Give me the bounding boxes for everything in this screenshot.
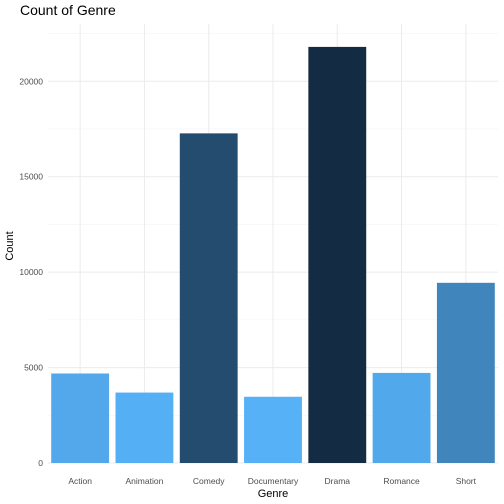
bar-action xyxy=(51,373,110,463)
bar-comedy xyxy=(179,133,238,463)
y-tick-label: 15000 xyxy=(19,172,43,182)
bar-drama xyxy=(308,46,367,463)
y-tick-label: 10000 xyxy=(19,267,43,277)
bar-animation xyxy=(115,392,174,463)
y-tick-label: 0 xyxy=(38,458,43,468)
y-tick-label: 5000 xyxy=(24,363,43,373)
y-axis-ticks: 0 5000 10000 15000 20000 xyxy=(19,76,43,468)
bar-documentary xyxy=(244,396,302,463)
x-axis-ticks: Action Animation Comedy Documentary Drama Rom… xyxy=(68,476,476,486)
bars xyxy=(51,46,495,463)
y-tick-label: 20000 xyxy=(19,76,43,86)
chart-title: Count of Genre xyxy=(20,2,116,18)
y-axis-title: Count xyxy=(4,231,16,260)
x-tick-label: Comedy xyxy=(193,476,225,486)
x-tick-label: Short xyxy=(456,476,477,486)
bar-romance xyxy=(372,372,431,463)
x-tick-label: Action xyxy=(68,476,92,486)
x-tick-label: Documentary xyxy=(248,476,299,486)
x-tick-label: Romance xyxy=(383,476,420,486)
bar-short xyxy=(436,282,495,463)
x-tick-label: Drama xyxy=(325,476,351,486)
x-tick-label: Animation xyxy=(126,476,164,486)
x-axis-title: Genre xyxy=(258,488,289,500)
